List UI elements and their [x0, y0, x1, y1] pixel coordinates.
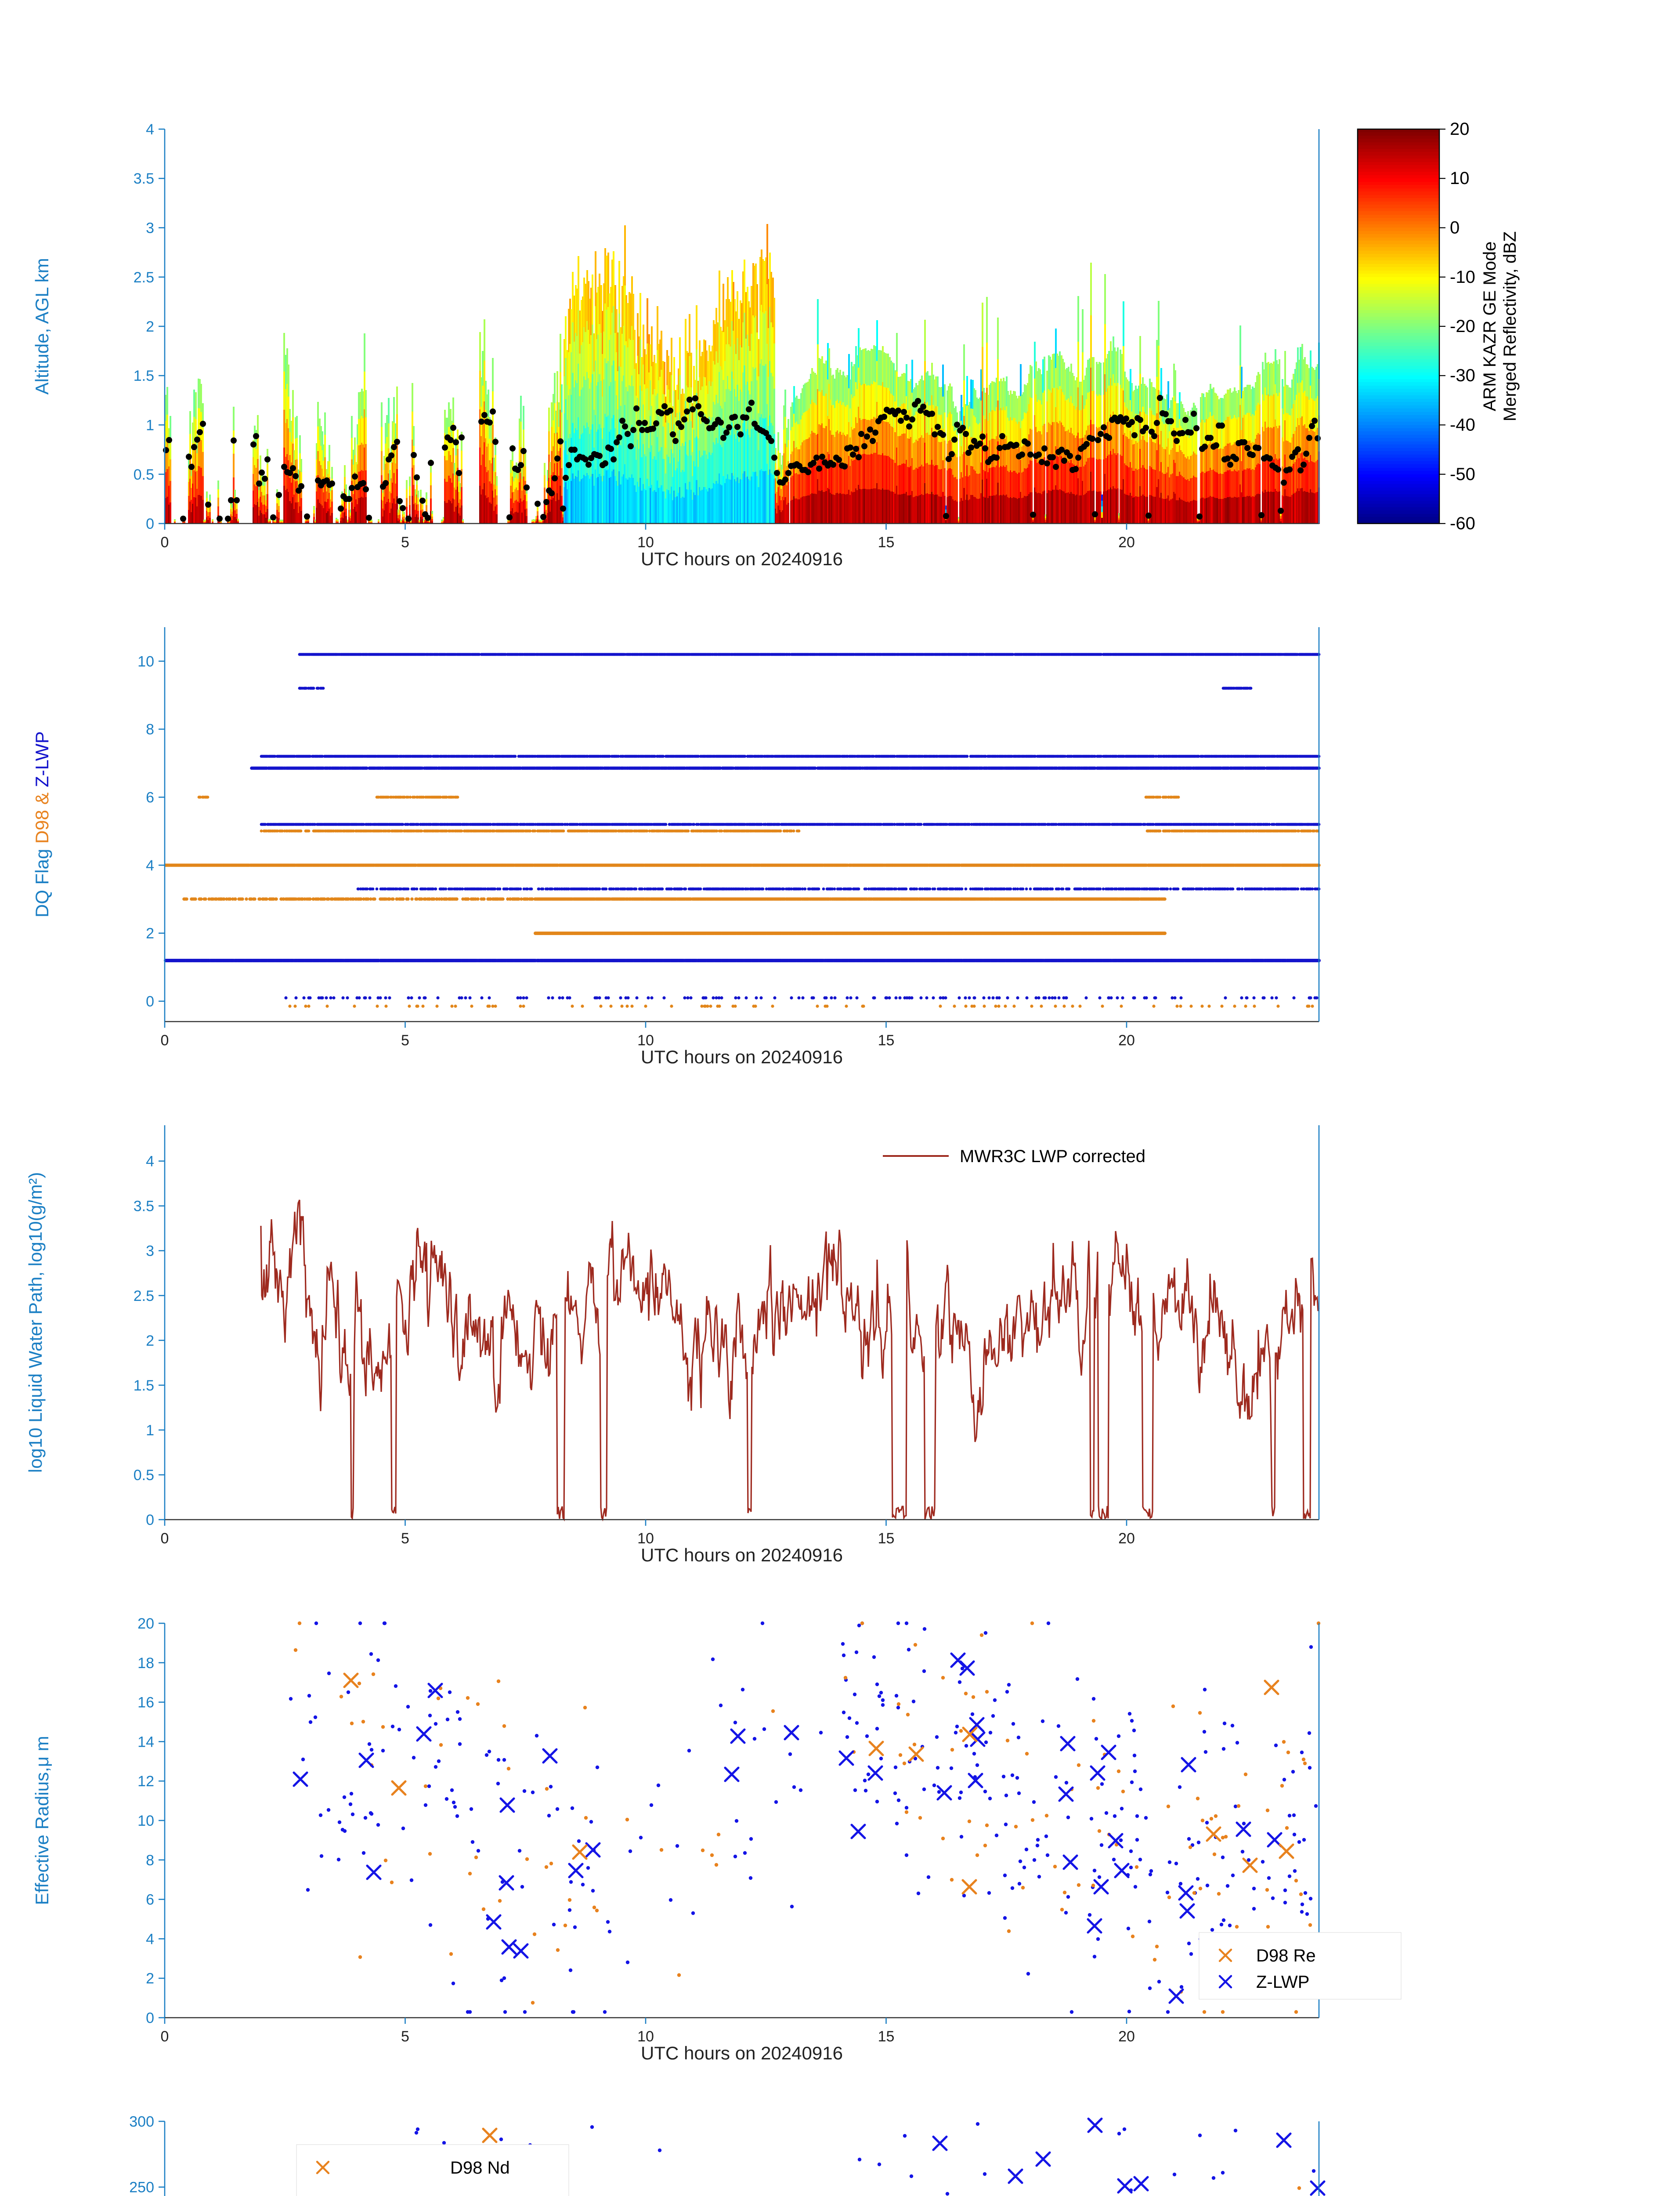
svg-text:300: 300 — [129, 2113, 154, 2130]
svg-text:2.5: 2.5 — [134, 269, 154, 286]
svg-text:-20: -20 — [1450, 317, 1475, 336]
svg-text:5: 5 — [401, 1032, 409, 1049]
svg-text:14: 14 — [137, 1734, 154, 1750]
svg-text:20: 20 — [1450, 119, 1470, 139]
svg-text:20: 20 — [137, 1615, 154, 1632]
svg-text:6: 6 — [146, 1892, 154, 1908]
svg-text:UTC hours on 20240916: UTC hours on 20240916 — [641, 549, 843, 569]
svg-text:DQ Flag D98 & Z-LWP: DQ Flag D98 & Z-LWP — [32, 731, 52, 917]
svg-text:10: 10 — [137, 653, 154, 670]
svg-text:18: 18 — [137, 1655, 154, 1672]
svg-text:1: 1 — [146, 417, 154, 434]
svg-text:-30: -30 — [1450, 366, 1475, 385]
svg-text:0: 0 — [161, 1032, 169, 1049]
svg-text:0: 0 — [146, 1512, 154, 1528]
svg-text:0.5: 0.5 — [134, 466, 154, 483]
svg-text:20: 20 — [1118, 1530, 1135, 1547]
svg-text:0: 0 — [146, 993, 154, 1010]
svg-text:8: 8 — [146, 1852, 154, 1869]
svg-text:250: 250 — [129, 2179, 154, 2196]
svg-text:Altitude, AGL km: Altitude, AGL km — [32, 258, 52, 394]
svg-text:5: 5 — [401, 534, 409, 551]
svg-text:20: 20 — [1118, 1032, 1135, 1049]
svg-text:3: 3 — [146, 220, 154, 237]
svg-text:Z-LWP: Z-LWP — [1256, 1972, 1309, 1992]
svg-text:3.5: 3.5 — [134, 170, 154, 187]
svg-text:2: 2 — [146, 1333, 154, 1349]
svg-text:0.5: 0.5 — [134, 1467, 154, 1484]
svg-text:8: 8 — [146, 721, 154, 738]
svg-text:15: 15 — [878, 2028, 895, 2045]
svg-text:MWR3C LWP corrected: MWR3C LWP corrected — [960, 1147, 1145, 1166]
svg-text:UTC hours on 20240916: UTC hours on 20240916 — [641, 2043, 843, 2063]
svg-text:Effective Radius,μ m: Effective Radius,μ m — [32, 1736, 52, 1905]
svg-text:0: 0 — [146, 2010, 154, 2026]
svg-text:6: 6 — [146, 789, 154, 806]
svg-text:10: 10 — [137, 1813, 154, 1829]
svg-text:0: 0 — [161, 2028, 169, 2045]
svg-text:0: 0 — [146, 516, 154, 532]
svg-text:2: 2 — [146, 318, 154, 335]
svg-text:0: 0 — [161, 534, 169, 551]
svg-text:16: 16 — [137, 1694, 154, 1711]
svg-text:D98 Re: D98 Re — [1256, 1946, 1316, 1965]
svg-text:20: 20 — [1118, 2028, 1135, 2045]
svg-text:5: 5 — [401, 1530, 409, 1547]
svg-text:2: 2 — [146, 1970, 154, 1987]
svg-text:2: 2 — [146, 925, 154, 942]
svg-text:3.5: 3.5 — [134, 1198, 154, 1215]
svg-text:2.5: 2.5 — [134, 1288, 154, 1304]
svg-text:15: 15 — [878, 1032, 895, 1049]
svg-text:4: 4 — [146, 1153, 154, 1170]
svg-text:15: 15 — [878, 1530, 895, 1547]
svg-text:5: 5 — [401, 2028, 409, 2045]
svg-text:log10 Liquid Water Path, log10: log10 Liquid Water Path, log10(g/m²) — [25, 1172, 46, 1473]
svg-text:3: 3 — [146, 1243, 154, 1260]
svg-text:-60: -60 — [1450, 514, 1475, 533]
svg-text:UTC hours on 20240916: UTC hours on 20240916 — [641, 1047, 843, 1067]
svg-text:10: 10 — [1450, 169, 1470, 188]
svg-text:-50: -50 — [1450, 465, 1475, 484]
svg-text:1.5: 1.5 — [134, 1377, 154, 1394]
svg-text:UTC hours on 20240916: UTC hours on 20240916 — [641, 1545, 843, 1565]
svg-text:0: 0 — [161, 1530, 169, 1547]
svg-text:12: 12 — [137, 1773, 154, 1790]
svg-text:D98 Nd: D98 Nd — [450, 2158, 510, 2178]
svg-text:1.5: 1.5 — [134, 368, 154, 384]
svg-text:1: 1 — [146, 1422, 154, 1439]
svg-text:20: 20 — [1118, 534, 1135, 551]
svg-text:15: 15 — [878, 534, 895, 551]
svg-text:0: 0 — [1450, 218, 1460, 238]
svg-text:4: 4 — [146, 1931, 154, 1947]
svg-text:-10: -10 — [1450, 267, 1475, 287]
svg-text:4: 4 — [146, 121, 154, 138]
svg-text:4: 4 — [146, 857, 154, 874]
svg-text:-40: -40 — [1450, 415, 1475, 435]
